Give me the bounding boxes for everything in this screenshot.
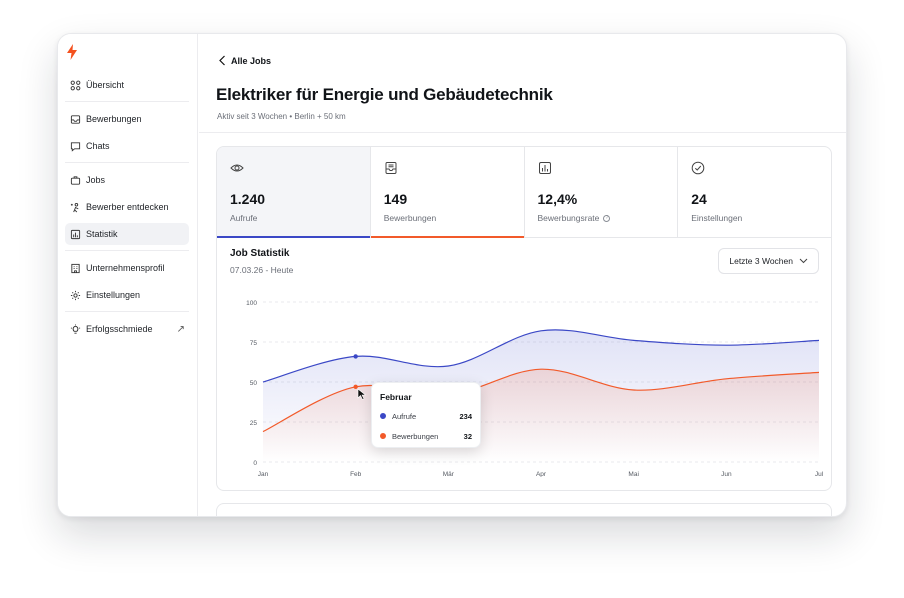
sidebar-item-label: Chats [86, 141, 110, 151]
info-icon[interactable]: ? [603, 214, 611, 222]
building-icon [69, 262, 81, 274]
inbox-icon [385, 162, 397, 174]
kpi-label: Einstellungen [691, 213, 743, 223]
chart-date-range: 07.03.26 - Heute [230, 265, 294, 275]
tooltip-value: 32 [463, 431, 472, 441]
page-title: Elektriker für Energie und Gebäudetechni… [216, 85, 553, 104]
tooltip-value: 234 [459, 411, 472, 421]
y-tick-label: 100 [246, 300, 257, 307]
chevron-left-icon [219, 55, 225, 66]
sidebar-item-label: Unternehmensprofil [86, 263, 165, 273]
chart-title: Job Statistik [230, 248, 290, 259]
kpi-tab-einstellungen[interactable]: 24 Einstellungen [678, 147, 831, 237]
sidebar-item-label: Bewerber entdecken [86, 202, 169, 212]
kpi-indicator-orange [370, 236, 524, 238]
tooltip-row-aufrufe: Aufrufe 234 [380, 411, 472, 421]
sidebar-item-bewerbungen[interactable]: Bewerbungen [65, 108, 189, 130]
chevron-down-icon [799, 258, 808, 264]
lightbulb-icon [69, 323, 81, 335]
divider [65, 101, 189, 102]
sidebar: Übersicht Bewerbungen Chats Jobs Bewerbe… [58, 34, 198, 516]
kpi-indicator-blue [217, 236, 370, 238]
bar-chart-icon [538, 162, 551, 174]
sidebar-item-label: Bewerbungen [86, 114, 142, 124]
sidebar-item-label: Übersicht [86, 80, 125, 90]
kpi-tab-aufrufe[interactable]: 1.240 Aufrufe [217, 147, 371, 238]
statistics-card: 1.240 Aufrufe 149 Bewerbungen 12,4% Bewe… [216, 146, 832, 491]
sidebar-item-label: Erfolgsschmiede [86, 324, 153, 334]
sidebar-item-einstellungen[interactable]: Einstellungen [65, 284, 189, 306]
grid-icon [69, 79, 81, 91]
main-content: Alle Jobs Elektriker für Energie und Geb… [199, 34, 846, 516]
tooltip-label: Aufrufe [392, 411, 417, 421]
kpi-label: Aufrufe [230, 213, 258, 223]
x-tick-label: Apr [536, 471, 547, 477]
tooltip-title: Februar [380, 392, 412, 402]
x-tick-label: Jan [258, 471, 269, 477]
eye-icon [230, 164, 244, 172]
sidebar-item-erfolgsschmiede[interactable]: Erfolgsschmiede ↗ [65, 318, 189, 340]
secondary-card [216, 503, 832, 516]
divider [199, 132, 846, 133]
kpi-label: Bewerbungen [383, 213, 437, 223]
x-tick-label: Feb [350, 471, 362, 477]
chart-tooltip: Februar Aufrufe 234 Bewerbungen 32 [371, 382, 481, 448]
gear-icon [69, 289, 81, 301]
sidebar-item-bewerber-entdecken[interactable]: Bewerber entdecken [65, 196, 189, 218]
sidebar-item-uebersicht[interactable]: Übersicht [65, 74, 189, 96]
chat-icon [69, 140, 81, 152]
app-window: Übersicht Bewerbungen Chats Jobs Bewerbe… [57, 33, 847, 517]
sidebar-item-chats[interactable]: Chats [65, 135, 189, 157]
line-chart: 0 25 50 75 100 Jan Feb Mär Apr Mai Jun Jul [246, 300, 824, 477]
divider [65, 311, 189, 312]
kpi-label: Bewerbungsrate? [538, 213, 611, 223]
check-circle-icon [691, 161, 705, 175]
sidebar-nav: Übersicht Bewerbungen Chats Jobs Bewerbe… [65, 74, 189, 345]
divider [65, 250, 189, 251]
legend-dot-orange [380, 433, 386, 439]
y-tick-label: 25 [250, 420, 258, 427]
tooltip-label: Bewerbungen [392, 431, 439, 441]
briefcase-icon [69, 174, 81, 186]
mouse-cursor-icon [357, 388, 367, 400]
page-subtitle: Aktiv seit 3 Wochen • Berlin + 50 km [217, 112, 346, 121]
divider [65, 162, 189, 163]
data-point-aufrufe-feb [353, 354, 358, 359]
tooltip-row-bewerbungen: Bewerbungen 32 [380, 431, 472, 441]
legend-dot-blue [380, 413, 386, 419]
sidebar-item-jobs[interactable]: Jobs [65, 169, 189, 191]
kpi-tabs: 1.240 Aufrufe 149 Bewerbungen 12,4% Bewe… [217, 147, 831, 238]
data-point-bewerbungen-feb [353, 384, 358, 389]
sidebar-item-statistik[interactable]: Statistik [65, 223, 189, 245]
kpi-value: 24 [691, 191, 707, 207]
back-link[interactable]: Alle Jobs [218, 55, 271, 66]
sidebar-item-label: Einstellungen [86, 290, 141, 300]
kpi-value: 149 [383, 191, 408, 207]
time-range-dropdown[interactable]: Letzte 3 Wochen [718, 248, 819, 274]
y-tick-label: 50 [250, 380, 258, 387]
kpi-value: 12,4% [537, 191, 578, 207]
dropdown-value: Letzte 3 Wochen [729, 256, 793, 266]
kpi-value: 1.240 [230, 191, 266, 207]
kpi-tab-bewerbungsrate[interactable]: 12,4% Bewerbungsrate? [525, 147, 679, 237]
x-tick-label: Jun [721, 471, 732, 477]
logo-bolt-icon[interactable] [66, 44, 78, 60]
sidebar-item-unternehmensprofil[interactable]: Unternehmensprofil [65, 257, 189, 279]
y-tick-label: 0 [253, 460, 257, 467]
x-tick-label: Mär [443, 471, 455, 477]
y-tick-label: 75 [250, 340, 258, 347]
back-link-label: Alle Jobs [231, 55, 272, 66]
x-tick-label: Jul [815, 471, 824, 477]
kpi-tab-bewerbungen[interactable]: 149 Bewerbungen [370, 147, 525, 238]
external-link-icon: ↗ [176, 323, 185, 335]
sidebar-item-label: Statistik [86, 229, 118, 239]
sidebar-item-label: Jobs [86, 175, 106, 185]
inbox-icon [69, 113, 81, 125]
bar-chart-icon [69, 228, 81, 240]
sparkle-person-icon [69, 201, 81, 213]
x-tick-label: Mai [628, 471, 638, 477]
